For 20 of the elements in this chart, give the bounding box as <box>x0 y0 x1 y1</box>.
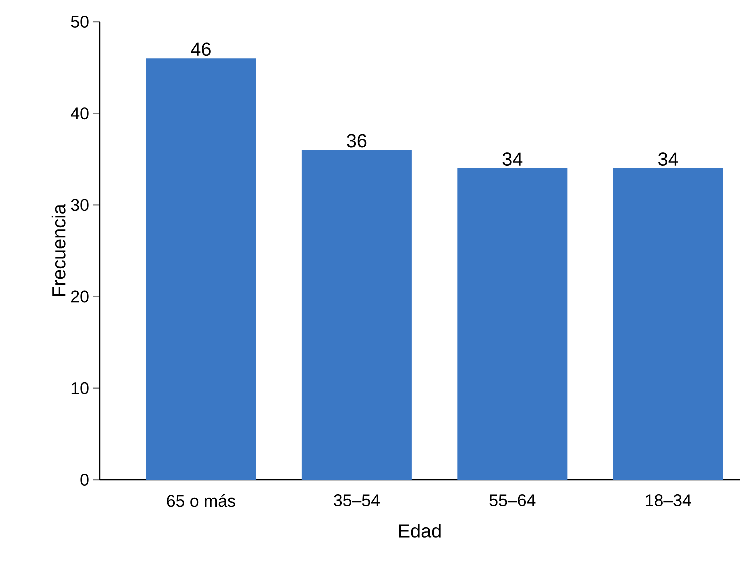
data-label: 36 <box>347 134 367 148</box>
y-axis-title: Frecuencia <box>52 204 66 296</box>
y-tick-label: 30 <box>71 199 89 212</box>
x-tick-label: 18–34 <box>646 494 692 507</box>
x-axis-title: Edad <box>399 524 441 538</box>
y-tick-label: 50 <box>71 16 89 28</box>
y-tick-label: 40 <box>71 108 89 120</box>
data-label: 46 <box>191 42 211 56</box>
y-tick-label: 20 <box>72 290 89 303</box>
bar <box>146 58 256 480</box>
x-tick-label: 35–54 <box>334 494 380 507</box>
bar <box>613 168 724 480</box>
data-label: 34 <box>502 152 523 166</box>
y-tick-label: 10 <box>72 382 89 394</box>
bar <box>302 150 412 480</box>
data-label: 34 <box>658 152 678 166</box>
x-tick-label: 65 o más <box>167 494 236 508</box>
y-tick-label: 0 <box>80 474 89 486</box>
bar <box>458 168 568 480</box>
x-tick-label: 55–64 <box>490 494 536 507</box>
